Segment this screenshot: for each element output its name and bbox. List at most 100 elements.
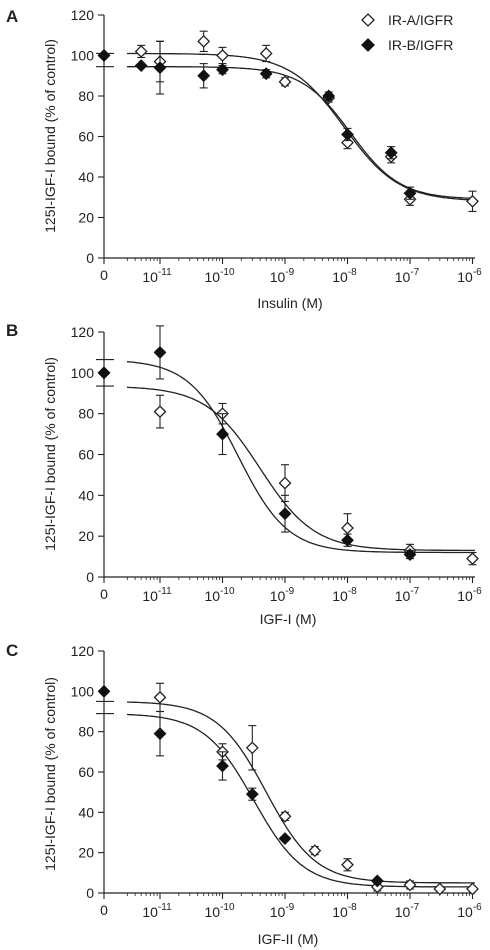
data-point-ir-a bbox=[278, 476, 292, 490]
y-tick-label: 100 bbox=[71, 683, 95, 699]
data-point-ir-a bbox=[466, 552, 479, 566]
data-point-ir-a bbox=[278, 75, 292, 89]
x-tick-label: 10-8 bbox=[332, 586, 357, 604]
data-point-ir-a bbox=[197, 34, 211, 48]
data-point-ir-a bbox=[134, 45, 148, 58]
data-point-ir-b bbox=[153, 345, 167, 359]
x-tick-label: 0 bbox=[100, 902, 108, 918]
x-tick-label: 10-11 bbox=[142, 267, 172, 285]
panel-c-letter: C bbox=[6, 641, 18, 660]
x-tick-label: 10-7 bbox=[395, 586, 420, 604]
data-point-ir-b bbox=[153, 727, 167, 741]
data-point-ir-b bbox=[197, 69, 211, 83]
data-point-ir-a bbox=[278, 809, 292, 823]
data-point-ir-b bbox=[134, 59, 148, 73]
x-tick-label: 10-7 bbox=[395, 902, 420, 920]
data-point-ir-a bbox=[153, 690, 167, 704]
fit-curve-ir-a bbox=[127, 701, 475, 884]
data-point-ir-b bbox=[216, 427, 229, 441]
x-tick-label: 10-7 bbox=[395, 267, 420, 285]
fit-curve-ir-b bbox=[126, 361, 475, 554]
y-tick-label: 100 bbox=[71, 48, 95, 64]
data-point-ir-b bbox=[97, 684, 111, 698]
data-point-ir-b bbox=[278, 507, 292, 521]
y-tick-label: 40 bbox=[78, 487, 94, 503]
panel-b-letter: B bbox=[6, 321, 18, 340]
data-point-ir-a bbox=[341, 521, 354, 535]
y-tick-label: 80 bbox=[78, 724, 94, 740]
y-tick-label: 60 bbox=[78, 447, 94, 463]
data-point-ir-a bbox=[466, 194, 479, 208]
panel-b-chart: B 125I-IGF-I bound (% of control) IGF-I … bbox=[6, 321, 482, 627]
x-tick-label: 10-8 bbox=[332, 267, 357, 285]
data-point-ir-b bbox=[216, 63, 229, 77]
x-tick-label: 10-8 bbox=[332, 902, 357, 920]
x-tick-label: 10-9 bbox=[270, 586, 295, 604]
y-tick-label: 120 bbox=[71, 643, 95, 659]
data-point-ir-a bbox=[216, 49, 229, 62]
panel-c-x-axis-title: IGF-II (M) bbox=[258, 931, 319, 947]
x-tick-label: 0 bbox=[100, 267, 108, 283]
data-point-ir-a bbox=[308, 844, 322, 858]
y-tick-label: 100 bbox=[71, 365, 95, 381]
fit-curve-ir-a bbox=[126, 386, 475, 552]
y-tick-label: 40 bbox=[78, 169, 94, 185]
data-point-ir-b bbox=[259, 67, 273, 81]
data-point-ir-b bbox=[403, 548, 417, 561]
y-tick-label: 80 bbox=[78, 88, 94, 104]
fit-curve-ir-a bbox=[127, 52, 476, 201]
panel-c-chart: C 125I-IGF-I bound (% of control) IGF-II… bbox=[6, 641, 482, 947]
data-point-ir-a bbox=[245, 741, 259, 755]
x-tick-label: 10-11 bbox=[142, 902, 172, 920]
data-point-ir-b bbox=[245, 787, 259, 801]
x-tick-label: 10-6 bbox=[457, 267, 482, 285]
y-tick-label: 120 bbox=[71, 324, 95, 340]
fit-curve-ir-b bbox=[126, 713, 475, 888]
data-point-ir-b bbox=[341, 128, 354, 141]
y-tick-label: 0 bbox=[86, 885, 94, 901]
y-tick-label: 20 bbox=[78, 528, 94, 544]
y-tick-label: 40 bbox=[78, 804, 94, 820]
data-point-ir-a bbox=[433, 882, 447, 896]
panel-a-x-axis-title: Insulin (M) bbox=[257, 295, 322, 311]
x-tick-label: 10-10 bbox=[204, 267, 234, 285]
data-point-ir-a bbox=[259, 47, 273, 60]
y-tick-label: 0 bbox=[86, 250, 94, 266]
data-point-ir-a bbox=[153, 405, 167, 419]
panel-c-y-axis-title: 125I-IGF-I bound (% of control) bbox=[42, 677, 58, 871]
x-tick-label: 10-11 bbox=[142, 586, 172, 604]
data-point-ir-b bbox=[216, 759, 229, 773]
panel-b-x-axis-title: IGF-I (M) bbox=[260, 611, 317, 627]
data-point-ir-b bbox=[384, 146, 398, 160]
panel-a-legend: IR-A/IGFR IR-B/IGFR bbox=[361, 12, 453, 53]
data-point-ir-a bbox=[403, 878, 417, 892]
data-point-ir-b bbox=[153, 61, 167, 75]
x-tick-label: 10-9 bbox=[270, 902, 295, 920]
data-point-ir-a bbox=[341, 858, 354, 872]
x-tick-label: 0 bbox=[100, 586, 108, 602]
data-point-ir-b bbox=[403, 186, 417, 200]
data-point-ir-b bbox=[370, 874, 384, 888]
data-point-ir-b bbox=[97, 366, 111, 380]
y-tick-label: 20 bbox=[78, 845, 94, 861]
panel-a-y-axis-title: 125I-IGF-I bound (% of control) bbox=[42, 39, 58, 233]
x-tick-label: 10-10 bbox=[204, 902, 234, 920]
x-tick-label: 10-9 bbox=[270, 267, 295, 285]
y-tick-label: 120 bbox=[71, 7, 95, 23]
y-tick-label: 60 bbox=[78, 764, 94, 780]
y-tick-label: 80 bbox=[78, 406, 94, 422]
data-point-ir-b bbox=[322, 89, 336, 103]
panel-a-letter: A bbox=[6, 7, 18, 26]
data-point-ir-b bbox=[97, 49, 111, 62]
fit-curve-ir-b bbox=[127, 66, 475, 200]
legend-label-ir-b: IR-B/IGFR bbox=[388, 37, 453, 53]
data-point-ir-b bbox=[278, 832, 292, 845]
x-tick-label: 10-6 bbox=[457, 586, 482, 604]
y-tick-label: 20 bbox=[78, 210, 94, 226]
y-tick-label: 0 bbox=[86, 569, 94, 585]
x-tick-label: 10-6 bbox=[457, 902, 482, 920]
legend-label-ir-a: IR-A/IGFR bbox=[388, 12, 453, 28]
legend-filled-diamond-marker bbox=[361, 38, 375, 52]
legend-open-diamond-marker bbox=[361, 13, 375, 27]
